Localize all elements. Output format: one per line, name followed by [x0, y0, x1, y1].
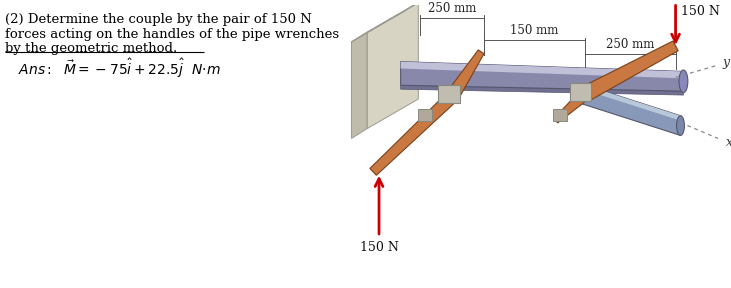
Polygon shape — [370, 92, 456, 175]
Polygon shape — [401, 62, 683, 91]
Polygon shape — [580, 83, 681, 135]
Polygon shape — [367, 3, 418, 128]
Text: 150 N: 150 N — [360, 241, 398, 254]
Ellipse shape — [677, 116, 684, 135]
Text: $\it{Ans{:}}$  $\it{\vec{M} = -75\hat{i} + 22.5\hat{j}}$  $\it{N{\cdot}m}$: $\it{Ans{:}}$ $\it{\vec{M} = -75\hat{i} … — [18, 57, 220, 80]
Polygon shape — [352, 32, 367, 139]
Text: 250 mm: 250 mm — [428, 2, 476, 15]
Text: x: x — [726, 136, 731, 149]
Text: 150 N: 150 N — [681, 5, 720, 18]
Text: forces acting on the handles of the pipe wrenches: forces acting on the handles of the pipe… — [5, 28, 339, 41]
Polygon shape — [580, 83, 681, 121]
FancyBboxPatch shape — [418, 109, 432, 121]
FancyBboxPatch shape — [553, 109, 567, 121]
Text: (2) Determine the couple by the pair of 150 N: (2) Determine the couple by the pair of … — [5, 13, 312, 26]
Polygon shape — [401, 62, 683, 78]
Polygon shape — [582, 41, 678, 101]
Polygon shape — [446, 50, 484, 101]
Polygon shape — [352, 3, 418, 42]
FancyBboxPatch shape — [569, 83, 591, 101]
Text: y: y — [723, 56, 730, 69]
Text: 250 mm: 250 mm — [606, 38, 654, 51]
Ellipse shape — [679, 70, 688, 93]
Polygon shape — [401, 85, 683, 95]
Ellipse shape — [577, 83, 583, 103]
FancyBboxPatch shape — [438, 85, 460, 103]
Polygon shape — [554, 90, 589, 123]
Text: by the geometric method.: by the geometric method. — [5, 42, 177, 55]
Text: 150 mm: 150 mm — [510, 24, 558, 37]
